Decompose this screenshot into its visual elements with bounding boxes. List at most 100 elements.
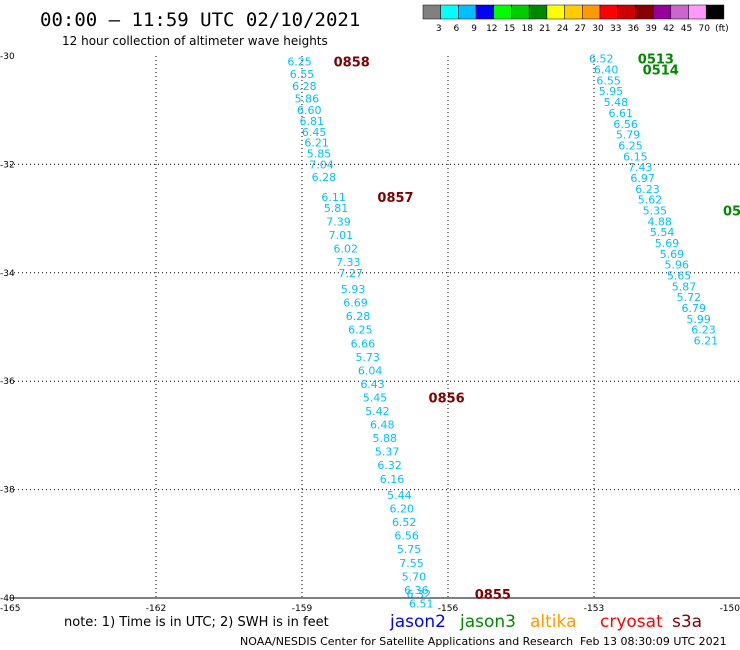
wave-height-label: 6.60 [297,104,322,117]
wave-height-label: 5.96 [664,259,689,272]
colorbar-label: 45 [681,24,692,34]
wave-height-label: 6.20 [390,503,415,516]
colorbar-label: 30 [592,24,604,34]
wave-height-label: 6.97 [630,172,655,185]
wave-height-label: 5.87 [672,280,697,293]
colorbar-swatch [458,4,477,20]
colorbar-swatch [440,4,459,20]
chart-subtitle: 12 hour collection of altimeter wave hei… [62,34,328,48]
wave-height-label: 5.69 [655,237,680,250]
colorbar: 3 6 9 12 15 18 21 24 27 30 33 36 39 42 45 70 (ft) [422,4,729,34]
time-label: 0856 [429,391,465,406]
satellite-legend-item: cryosat [600,612,663,632]
wave-height-label: 6.25 [287,55,312,68]
wave-height-label: 5.37 [375,446,400,459]
colorbar-label: 3 [436,24,442,34]
wave-height-label: 5.35 [643,204,668,217]
footer-note: note: 1) Time is in UTC; 2) SWH is in fe… [64,615,329,630]
colorbar-label: 9 [471,24,477,34]
colorbar-swatch [564,4,583,20]
wave-height-label: 6.79 [682,302,707,315]
wave-height-label: 7.43 [628,161,653,174]
colorbar-swatch [617,4,636,20]
wave-height-label: 6.21 [304,137,329,150]
satellite-legend-item: altika [530,612,577,632]
colorbar-swatch [422,4,441,20]
x-tick-labels: -165 -162 -159 -156 -153 -150 [0,604,740,614]
wave-height-label: 6.52 [589,53,614,66]
footer-timestamp: Feb 13 08:30:09 UTC 2021 [580,635,727,648]
y-tick-label: -32 [0,160,15,170]
colorbar-label: 15 [504,24,515,34]
wave-height-label: 6.69 [343,297,368,310]
time-label: 0858 [334,55,370,70]
wave-height-label: 6.43 [360,378,385,391]
wave-height-label: 6.25 [348,324,373,337]
wave-height-label: 6.32 [377,459,402,472]
wave-height-label: 6.36 [404,584,429,597]
colorbar-swatch [528,4,548,20]
time-label: 0857 [377,191,413,206]
wave-height-label: 5.81 [324,202,349,215]
wave-height-label: 6.55 [596,74,621,87]
wave-height-label: 6.51 [409,597,434,610]
satellite-legend-item: s3a [672,612,702,632]
satellite-legend-item: jason2 [389,612,446,632]
colorbar-swatch [599,4,618,20]
time-label: 0513 [638,53,674,68]
y-tick-label: -36 [0,377,15,387]
wave-height-label: 6.02 [334,242,359,255]
y-tick-labels: -30 -32 -34 -36 -38 -40 [0,52,15,604]
wave-height-label: 5.69 [660,248,685,261]
colorbar-label: 42 [663,24,674,34]
wave-height-label: 5.48 [604,96,629,109]
colorbar-label: 70 [698,24,710,34]
y-tick-label: -30 [0,52,15,62]
colorbar-swatch [652,4,672,20]
wave-height-label: 6.48 [370,419,395,432]
wave-height-label: 6.11 [321,191,346,204]
wave-height-label: 6.16 [380,473,405,486]
colorbar-swatch [670,4,689,20]
wave-height-label: 5.44 [387,489,412,502]
x-tick-label: -156 [438,604,459,614]
time-label: 0855 [475,588,511,603]
wave-height-label: 5.88 [372,432,397,445]
colorbar-swatch [475,4,495,20]
x-tick-label: -150 [720,604,740,614]
colorbar-label: 24 [557,24,569,34]
wave-height-label: 5.85 [307,148,332,161]
colorbar-swatch [582,4,601,20]
wave-height-label: 7.33 [336,256,361,269]
x-tick-label: -153 [584,604,604,614]
wave-height-label: 5.70 [402,570,427,583]
wave-height-label: 6.40 [594,64,619,77]
wave-height-label: 6.61 [609,107,634,120]
wave-height-label: 7.39 [326,215,351,228]
colorbar-label: 27 [575,24,586,34]
colorbar-label: 12 [486,24,497,34]
colorbar-swatch [705,4,725,20]
wave-height-label: 6.28 [346,310,371,323]
wave-height-label: 5.72 [677,291,702,304]
wave-height-label: 4.88 [647,215,672,228]
wave-height-label: 6.15 [623,150,648,163]
colorbar-label: 39 [645,24,657,34]
wave-height-label: 6.81 [299,115,324,128]
wave-height-label: 5.45 [363,391,388,404]
wave-height-label: 7.01 [329,229,354,242]
y-tick-label: -40 [0,594,15,604]
y-tick-label: -34 [0,269,15,279]
wave-height-label: 6.23 [691,324,716,337]
wave-height-label: 6.55 [290,68,315,81]
wave-height-label: 5.65 [667,270,692,283]
wave-height-label: 6.32 [407,588,432,601]
satellite-legend: jason2 jason3 altika cryosat s3a [389,612,702,632]
wave-height-label: 5.73 [355,351,380,364]
wave-height-label: 6.28 [312,171,337,184]
wave-height-label: 5.99 [686,313,711,326]
wave-height-label: 5.75 [397,543,422,556]
colorbar-label: 21 [539,24,550,34]
wave-height-label: 7.04 [309,158,334,171]
